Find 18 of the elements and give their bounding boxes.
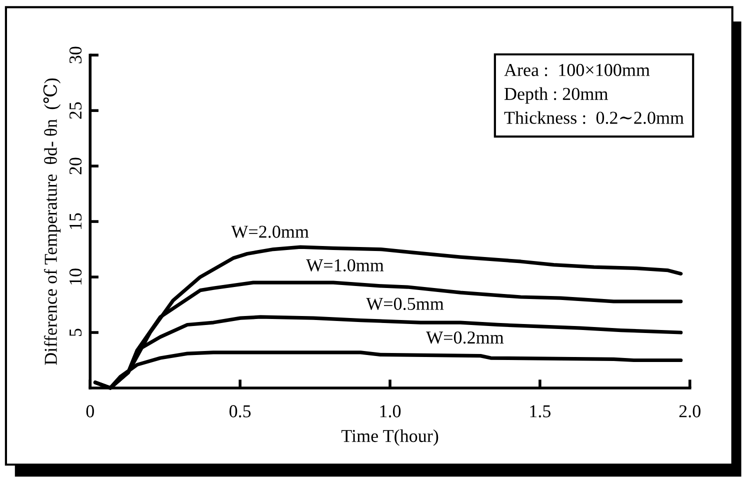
x-tick-label: 0	[86, 405, 94, 418]
x-axis-title: Time T(hour)	[341, 429, 438, 446]
y-tick-label: 20	[69, 158, 82, 174]
y-tick-label: 5	[70, 328, 82, 336]
x-tick-label: 0.5	[229, 405, 251, 418]
annotation: Area : 100×100mm Depth : 20mm Thickness : 0.2∼2.0mm	[504, 64, 684, 124]
series-label: W=0.2mm	[426, 331, 504, 344]
y-tick-label: 15	[70, 213, 82, 229]
y-tick-label: 25	[69, 102, 82, 119]
series-label: W=2.0mm	[231, 226, 309, 238]
x-tick-label: 2.0	[679, 405, 700, 418]
x-tick-label: 1.5	[530, 405, 551, 418]
y-tick-label: 10	[69, 268, 82, 284]
series-label: W=0.5mm	[366, 298, 444, 310]
series-label: W=1.0mm	[306, 259, 384, 272]
y-axis-title: Difference of Temperature θd- θn (℃)	[43, 78, 61, 365]
x-tick-label: 1.0	[380, 405, 401, 418]
y-tick-label: 30	[69, 46, 82, 64]
